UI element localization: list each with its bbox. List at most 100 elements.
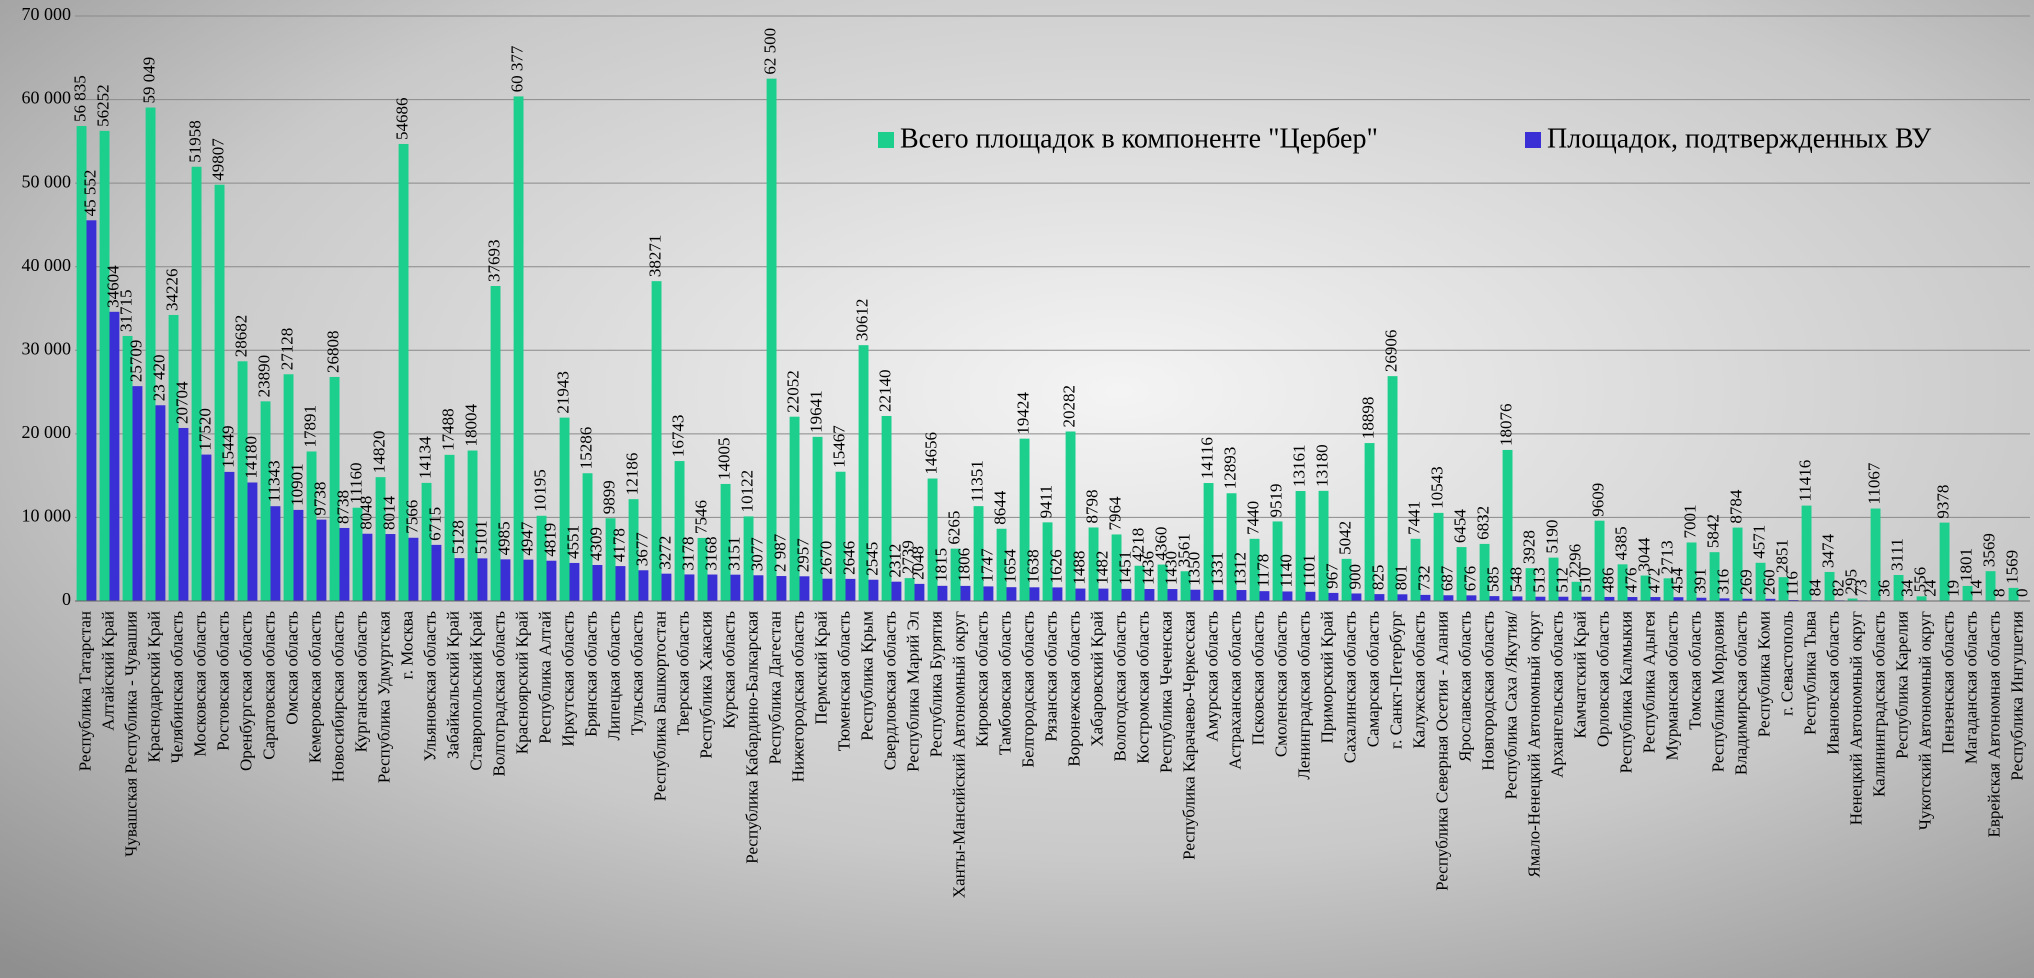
value-label: 73 <box>1851 579 1870 596</box>
x-tick-label: Республика Калмыкия <box>1616 611 1635 774</box>
value-label: 4309 <box>586 527 605 561</box>
value-label: 3178 <box>678 536 697 570</box>
value-label: 37693 <box>484 239 503 282</box>
value-label: 20282 <box>1059 385 1078 428</box>
value-label: 1140 <box>1276 554 1295 587</box>
x-tick-label: Алтайский Край <box>98 611 117 731</box>
bar <box>283 374 294 601</box>
bar <box>605 518 616 601</box>
value-label: 17520 <box>195 408 214 451</box>
bar <box>766 78 777 601</box>
x-tick-label: Республика Северная Осетия - Алания <box>1432 611 1451 891</box>
value-label: 5128 <box>448 520 467 554</box>
bar <box>707 574 718 601</box>
x-tick-label: Республика Адыгея <box>1639 611 1658 753</box>
bar <box>592 564 603 601</box>
bar <box>109 311 120 601</box>
bar <box>845 578 856 601</box>
bar <box>559 417 570 601</box>
bar <box>1180 571 1191 601</box>
bar <box>1088 527 1099 601</box>
value-label: 5190 <box>1542 520 1561 554</box>
bar <box>1433 512 1444 601</box>
bar <box>1594 520 1605 601</box>
bar <box>743 516 754 601</box>
bar <box>891 581 902 601</box>
bar <box>720 483 731 601</box>
value-label: 556 <box>1910 567 1929 593</box>
bar <box>76 126 87 601</box>
value-label: 6715 <box>425 507 444 541</box>
x-tick-label: Томская область <box>1685 611 1704 730</box>
x-tick-label: Новгородская область <box>1478 611 1497 771</box>
value-label: 13180 <box>1312 444 1331 487</box>
value-label: 9609 <box>1588 483 1607 517</box>
value-label: 34604 <box>103 265 122 308</box>
bar <box>1144 588 1155 601</box>
x-tick-label: Забайкальский Край <box>443 611 462 759</box>
value-label: 4218 <box>1128 528 1147 562</box>
bar <box>1742 598 1753 601</box>
value-label: 22140 <box>875 369 894 412</box>
bar <box>661 573 672 601</box>
bar <box>477 558 488 601</box>
bar <box>1801 505 1812 601</box>
bar <box>697 537 708 601</box>
bar <box>1571 581 1582 601</box>
bar <box>1663 578 1674 601</box>
value-label: 8014 <box>379 496 398 531</box>
x-tick-label: Новосибирская область <box>328 611 347 782</box>
bar <box>1650 597 1661 601</box>
value-label: 24 <box>1920 579 1939 597</box>
value-label: 7440 <box>1243 501 1262 535</box>
value-label: 1626 <box>1046 549 1065 583</box>
bar <box>293 509 304 601</box>
value-label: 10543 <box>1427 466 1446 509</box>
x-tick-label: Республика Кабардино-Балкарская <box>742 611 761 864</box>
value-label: 9519 <box>1266 483 1285 517</box>
x-tick-label: Красноярский Край <box>512 611 531 754</box>
value-label: 38271 <box>645 235 664 278</box>
bar <box>1732 527 1743 601</box>
x-tick-label: Свердловская область <box>880 611 899 771</box>
value-label: 1488 <box>1069 551 1088 585</box>
bar <box>1939 522 1950 601</box>
bar <box>776 576 787 601</box>
bar <box>730 574 741 601</box>
value-label: 1482 <box>1092 551 1111 585</box>
bar <box>1673 597 1684 601</box>
value-label: 2312 <box>885 544 904 578</box>
bar <box>306 451 317 601</box>
bar <box>408 537 419 601</box>
bar <box>421 482 432 601</box>
bar <box>1167 589 1178 601</box>
bar <box>1111 534 1122 601</box>
value-label: 11160 <box>346 462 365 503</box>
value-label: 10122 <box>737 470 756 513</box>
bar <box>1226 493 1237 601</box>
x-tick-label: Республика Алтай <box>535 611 554 744</box>
bar <box>1627 597 1638 601</box>
value-label: 0 <box>2012 589 2031 598</box>
bar <box>1351 593 1362 601</box>
value-label: 6265 <box>944 511 963 545</box>
bar <box>615 566 626 601</box>
value-label: 1430 <box>1161 551 1180 585</box>
x-tick-label: Ненецкий Автономный округ <box>1846 611 1865 825</box>
value-label: 14180 <box>241 436 260 479</box>
bar <box>927 478 938 601</box>
bar <box>1295 491 1306 601</box>
y-tick-label: 20 000 <box>22 422 72 442</box>
bar <box>1617 564 1628 601</box>
bar <box>973 506 984 601</box>
bar <box>122 335 133 601</box>
bar <box>1985 571 1996 601</box>
bar <box>1213 589 1224 601</box>
bar <box>1420 594 1431 601</box>
value-label: 8784 <box>1726 489 1745 524</box>
value-label: 4551 <box>563 525 582 559</box>
x-tick-label: г. Санкт-Петербург <box>1386 611 1405 749</box>
bar <box>569 562 580 601</box>
value-label: 2957 <box>793 538 812 573</box>
bar <box>1328 592 1339 601</box>
